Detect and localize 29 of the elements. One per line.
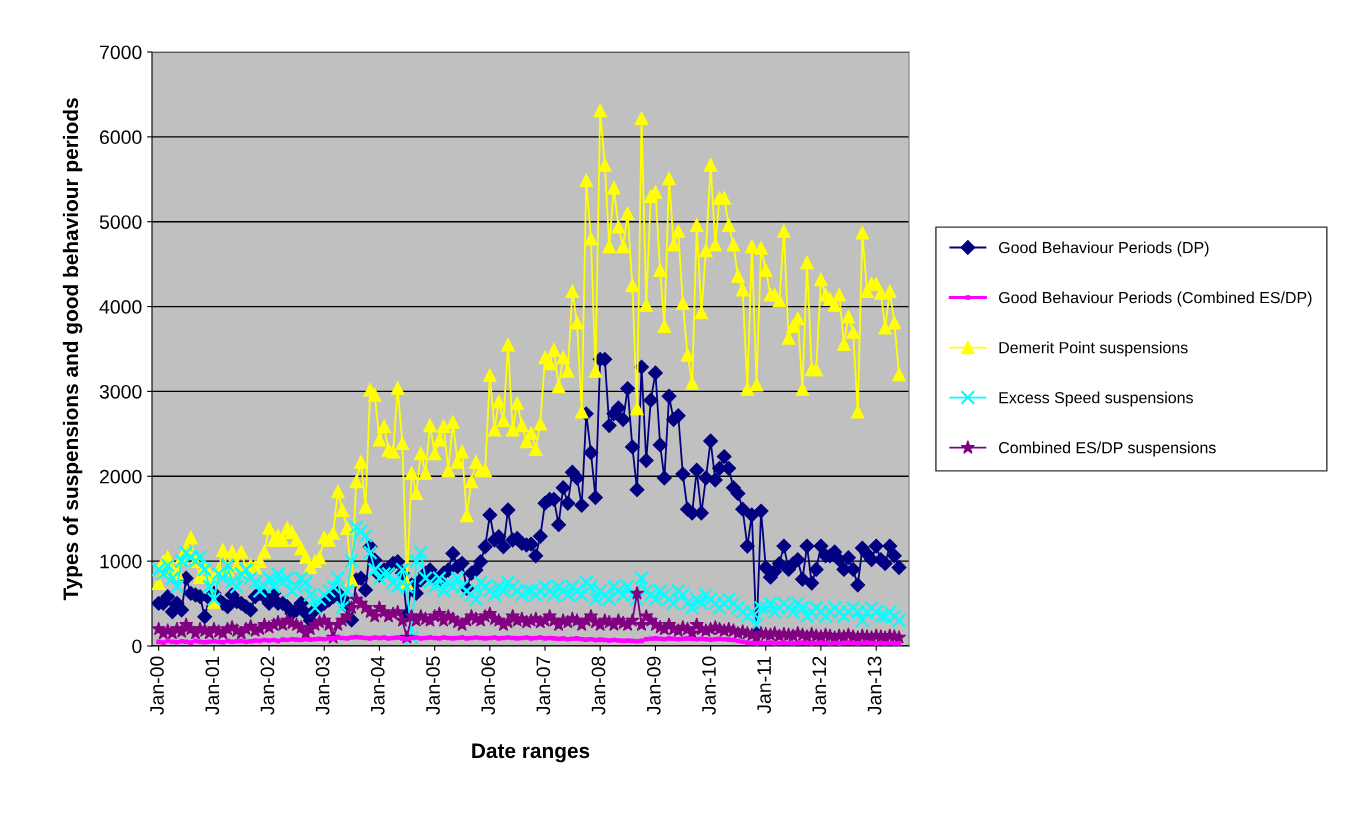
legend-label: Good Behaviour Periods (Combined ES/DP): [999, 291, 1312, 307]
y-tick-label: 7000: [100, 45, 142, 60]
x-tick-label: Jan-13: [867, 656, 882, 715]
x-tick-label: Jan-02: [260, 656, 275, 715]
legend-label: Demerit Point suspensions: [999, 341, 1188, 357]
y-tick-label: 0: [132, 639, 142, 654]
y-axis-title: Types of suspensions and good behaviour periods: [62, 98, 83, 601]
legend-label: Combined ES/DP suspensions: [999, 441, 1216, 457]
legend-label: Good Behaviour Periods (DP): [999, 241, 1209, 257]
x-axis-title: Date ranges: [472, 743, 590, 763]
x-tick-label: Jan-08: [591, 656, 606, 715]
x-tick-label: Jan-00: [150, 656, 164, 715]
x-tick-label: Jan-05: [426, 656, 440, 715]
y-tick-label: 4000: [99, 300, 142, 314]
x-tick-label: Jan-12: [812, 656, 827, 715]
y-tick-label: 1000: [100, 554, 142, 569]
legend-label: Excess Speed suspensions: [999, 391, 1193, 407]
x-tick-label: Jan-03: [315, 656, 330, 715]
x-tick-label: Jan-10: [702, 656, 716, 715]
y-tick-label: 3000: [99, 384, 142, 399]
y-tick-label: 5000: [99, 215, 142, 229]
x-tick-label: Jan-01: [205, 656, 220, 715]
y-tick-label: 2000: [100, 469, 142, 484]
y-tick-label: 6000: [100, 130, 142, 145]
x-tick-label: Jan-11: [757, 656, 771, 714]
x-tick-label: Jan-06: [481, 656, 496, 715]
x-tick-label: Jan-04: [370, 656, 385, 715]
x-tick-label: Jan-09: [646, 656, 661, 715]
x-tick-label: Jan-07: [536, 656, 551, 715]
